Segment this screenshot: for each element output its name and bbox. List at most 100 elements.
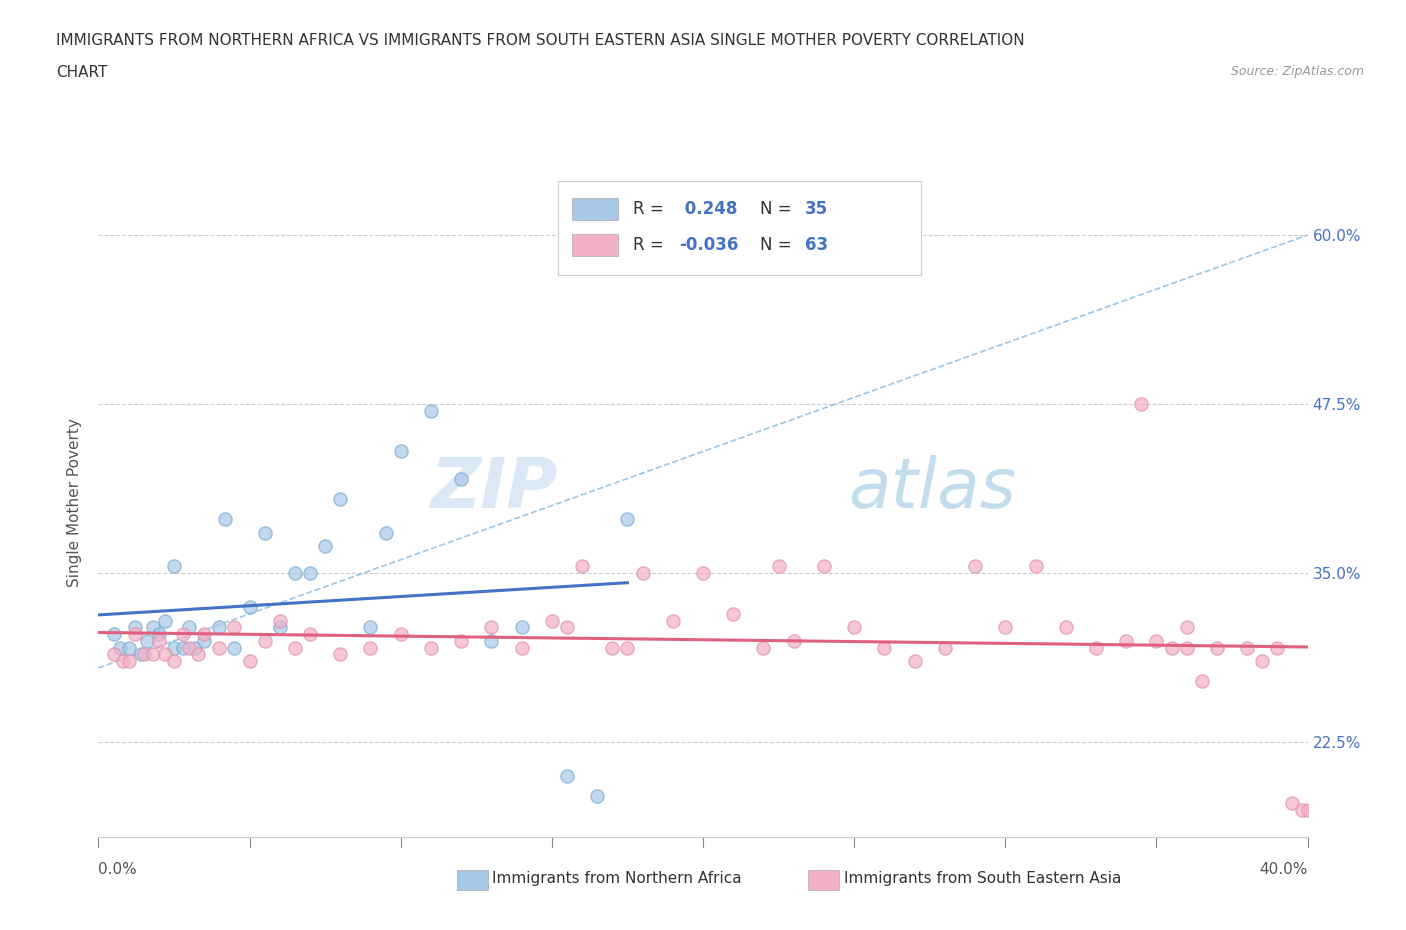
Point bbox=[172, 640, 194, 655]
Point bbox=[1175, 640, 1198, 655]
Point bbox=[172, 627, 194, 642]
Point bbox=[299, 565, 322, 580]
Point bbox=[389, 627, 412, 642]
Point bbox=[360, 640, 382, 655]
Point bbox=[124, 627, 146, 642]
Point bbox=[329, 647, 352, 662]
Point bbox=[208, 620, 231, 635]
Point bbox=[108, 640, 131, 655]
Point bbox=[314, 538, 336, 553]
Point bbox=[420, 404, 443, 418]
Point bbox=[253, 525, 276, 540]
FancyBboxPatch shape bbox=[572, 197, 619, 219]
Text: N =: N = bbox=[759, 236, 797, 254]
Point bbox=[208, 640, 231, 655]
Point bbox=[783, 633, 806, 648]
Point bbox=[184, 640, 207, 655]
Point bbox=[179, 620, 201, 635]
Point bbox=[142, 647, 165, 662]
Y-axis label: Single Mother Poverty: Single Mother Poverty bbox=[67, 418, 83, 587]
Text: N =: N = bbox=[759, 200, 797, 218]
Point bbox=[253, 633, 276, 648]
Point bbox=[124, 620, 146, 635]
Point bbox=[662, 613, 685, 628]
Text: R =: R = bbox=[633, 200, 669, 218]
Point bbox=[752, 640, 775, 655]
Point bbox=[450, 633, 472, 648]
Point bbox=[1236, 640, 1258, 655]
Point bbox=[873, 640, 896, 655]
Point bbox=[239, 600, 262, 615]
Point bbox=[1160, 640, 1182, 655]
Text: 0.248: 0.248 bbox=[679, 200, 737, 218]
Text: 0.0%: 0.0% bbox=[98, 862, 138, 877]
Point bbox=[1206, 640, 1229, 655]
Point bbox=[510, 620, 533, 635]
Point bbox=[586, 789, 609, 804]
Point bbox=[360, 620, 382, 635]
Point bbox=[934, 640, 956, 655]
Point bbox=[481, 633, 503, 648]
Point bbox=[163, 654, 186, 669]
Point bbox=[510, 640, 533, 655]
Point bbox=[389, 444, 412, 458]
Point bbox=[1296, 803, 1319, 817]
Point bbox=[1267, 640, 1289, 655]
Point bbox=[1281, 796, 1303, 811]
Point bbox=[269, 613, 291, 628]
Point bbox=[1291, 803, 1313, 817]
Text: ZIP: ZIP bbox=[430, 456, 558, 523]
Text: atlas: atlas bbox=[848, 456, 1017, 523]
Point bbox=[284, 565, 307, 580]
FancyBboxPatch shape bbox=[558, 180, 921, 274]
Point bbox=[193, 633, 215, 648]
Point bbox=[616, 640, 638, 655]
Text: 35: 35 bbox=[804, 200, 828, 218]
Point bbox=[1085, 640, 1108, 655]
Point bbox=[555, 769, 578, 784]
Point bbox=[1144, 633, 1167, 648]
Text: 63: 63 bbox=[804, 236, 828, 254]
Point bbox=[284, 640, 307, 655]
Point bbox=[1251, 654, 1274, 669]
Point bbox=[329, 491, 352, 506]
Point bbox=[723, 606, 745, 621]
Point bbox=[768, 559, 790, 574]
Point bbox=[224, 620, 246, 635]
Point bbox=[148, 633, 170, 648]
Point bbox=[153, 613, 176, 628]
FancyBboxPatch shape bbox=[572, 233, 619, 256]
Point bbox=[118, 654, 141, 669]
Point bbox=[374, 525, 396, 540]
Text: 40.0%: 40.0% bbox=[1260, 862, 1308, 877]
Point bbox=[965, 559, 987, 574]
Point bbox=[1191, 674, 1213, 689]
Point bbox=[214, 512, 236, 526]
Point bbox=[904, 654, 927, 669]
Point bbox=[844, 620, 866, 635]
Point bbox=[103, 647, 125, 662]
Text: IMMIGRANTS FROM NORTHERN AFRICA VS IMMIGRANTS FROM SOUTH EASTERN ASIA SINGLE MOT: IMMIGRANTS FROM NORTHERN AFRICA VS IMMIG… bbox=[56, 33, 1025, 47]
Point bbox=[153, 647, 176, 662]
Text: Source: ZipAtlas.com: Source: ZipAtlas.com bbox=[1230, 65, 1364, 78]
Point bbox=[163, 559, 186, 574]
Text: -0.036: -0.036 bbox=[679, 236, 738, 254]
Point bbox=[571, 559, 593, 574]
Point bbox=[602, 640, 624, 655]
Point bbox=[481, 620, 503, 635]
Point bbox=[269, 620, 291, 635]
Point bbox=[148, 627, 170, 642]
Point bbox=[1130, 397, 1153, 412]
Point bbox=[540, 613, 562, 628]
Point bbox=[224, 640, 246, 655]
Point bbox=[450, 472, 472, 486]
Text: Immigrants from Northern Africa: Immigrants from Northern Africa bbox=[492, 871, 742, 886]
Point bbox=[994, 620, 1017, 635]
Point bbox=[142, 620, 165, 635]
Point bbox=[299, 627, 322, 642]
Point bbox=[132, 647, 155, 662]
Point bbox=[692, 565, 714, 580]
Text: Immigrants from South Eastern Asia: Immigrants from South Eastern Asia bbox=[844, 871, 1121, 886]
Point bbox=[163, 640, 186, 655]
Point bbox=[193, 627, 215, 642]
